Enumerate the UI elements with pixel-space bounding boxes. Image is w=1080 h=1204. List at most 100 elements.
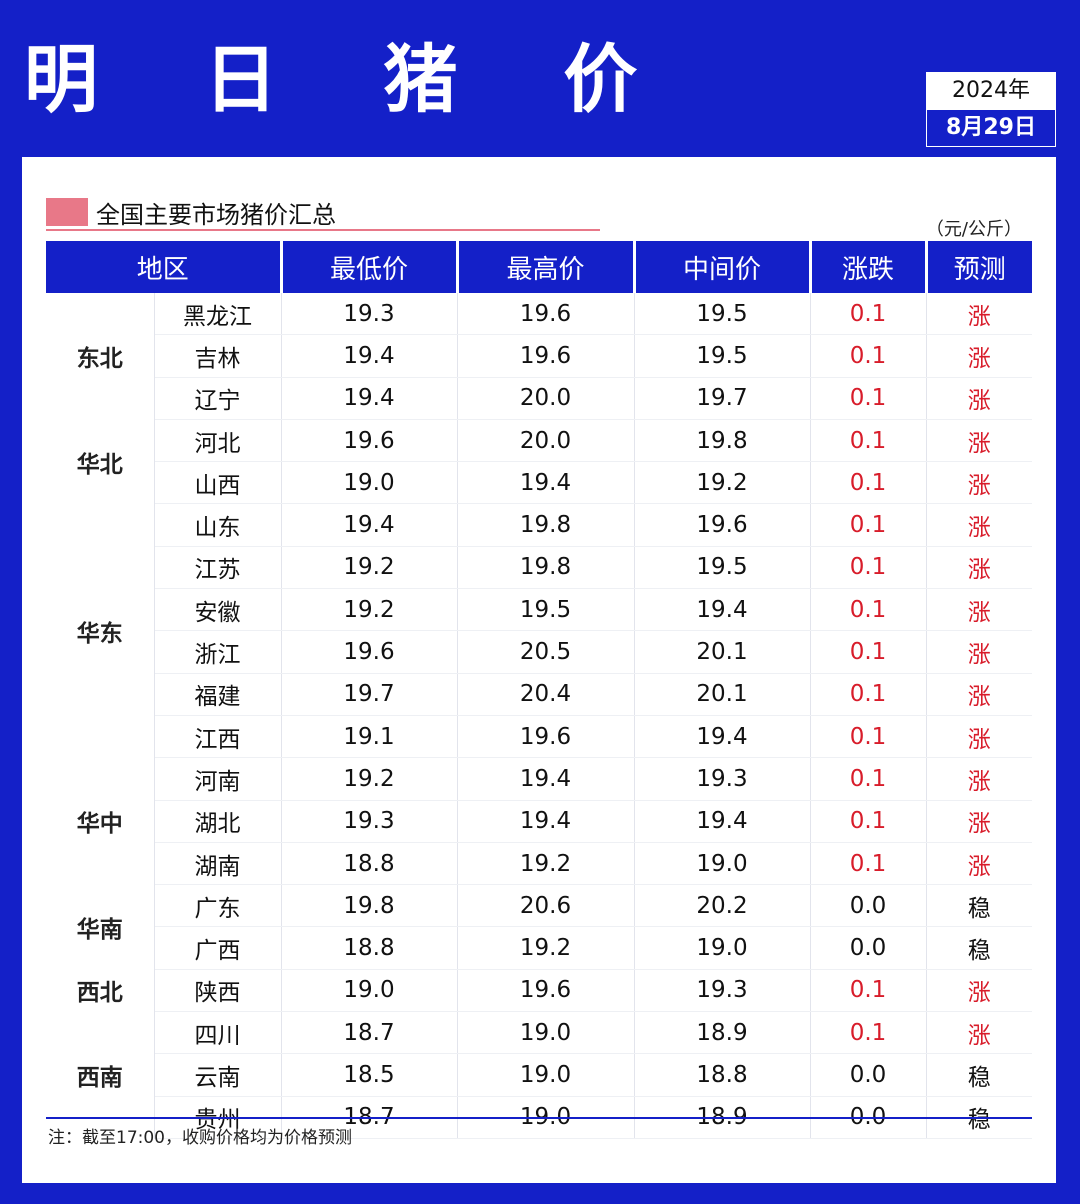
date-year: 2024年 (927, 73, 1055, 109)
change-cell: 0.1 (810, 715, 927, 759)
mid-price-cell: 19.0 (634, 842, 811, 886)
forecast-cell: 稳 (926, 884, 1033, 928)
header-region: 地区 (46, 241, 283, 293)
change-cell: 0.1 (810, 800, 927, 843)
mid-price-cell: 19.4 (634, 800, 811, 843)
low-price-cell: 19.0 (281, 461, 458, 505)
change-cell: 0.0 (810, 1053, 927, 1097)
province-cell: 江西 (154, 715, 282, 759)
low-price-cell: 19.4 (281, 334, 458, 378)
province-cell: 四川 (154, 1011, 282, 1055)
forecast-cell: 涨 (926, 377, 1033, 420)
change-cell: 0.1 (810, 1011, 927, 1055)
low-price-cell: 19.3 (281, 800, 458, 843)
province-cell: 云南 (154, 1053, 282, 1097)
mid-price-cell: 19.4 (634, 588, 811, 632)
table-row: 西南 四川 18.7 19.0 18.9 0.1 涨 (46, 1011, 1033, 1139)
region-cell: 西南 (46, 1011, 155, 1139)
change-cell: 0.1 (810, 546, 927, 590)
high-price-cell: 19.5 (457, 588, 635, 632)
high-price-cell: 19.6 (457, 293, 635, 336)
low-price-cell: 19.2 (281, 757, 458, 801)
mid-price-cell: 19.8 (634, 419, 811, 463)
province-cell: 辽宁 (154, 377, 282, 420)
low-price-cell: 19.3 (281, 293, 458, 336)
region-cell: 华中 (46, 757, 155, 885)
high-price-cell: 19.8 (457, 546, 635, 590)
section-marker (46, 198, 88, 226)
low-price-cell: 19.0 (281, 969, 458, 1013)
mid-price-cell: 19.3 (634, 757, 811, 801)
high-price-cell: 19.2 (457, 842, 635, 886)
low-price-cell: 19.6 (281, 419, 458, 463)
region-cell: 华北 (46, 419, 155, 504)
change-cell: 0.1 (810, 334, 927, 378)
province-cell: 浙江 (154, 630, 282, 674)
table-row: 广西 18.8 19.2 19.0 0.0 稳 (46, 926, 1033, 970)
table-row: 江西 19.1 19.6 19.4 0.1 涨 (46, 715, 1033, 759)
high-price-cell: 19.8 (457, 503, 635, 547)
province-cell: 山东 (154, 503, 282, 547)
change-cell: 0.1 (810, 842, 927, 886)
table-row: 福建 19.7 20.4 20.1 0.1 涨 (46, 673, 1033, 716)
change-cell: 0.1 (810, 461, 927, 505)
table-row: 华中 河南 19.2 19.4 19.3 0.1 涨 (46, 757, 1033, 885)
mid-price-cell: 19.5 (634, 334, 811, 378)
forecast-cell: 涨 (926, 757, 1033, 801)
region-cell: 西北 (46, 969, 155, 1012)
mid-price-cell: 19.2 (634, 461, 811, 505)
province-cell: 山西 (154, 461, 282, 505)
table-row: 浙江 19.6 20.5 20.1 0.1 涨 (46, 630, 1033, 674)
forecast-cell: 涨 (926, 1011, 1033, 1055)
mid-price-cell: 19.3 (634, 969, 811, 1013)
header-mid: 中间价 (634, 241, 812, 293)
province-cell: 福建 (154, 673, 282, 716)
forecast-cell: 涨 (926, 800, 1033, 843)
forecast-cell: 涨 (926, 715, 1033, 759)
mid-price-cell: 19.5 (634, 546, 811, 590)
mid-price-cell: 20.1 (634, 630, 811, 674)
low-price-cell: 19.7 (281, 673, 458, 716)
high-price-cell: 19.2 (457, 926, 635, 970)
high-price-cell: 19.4 (457, 800, 635, 843)
section-heading: 全国主要市场猪价汇总 (46, 195, 336, 229)
forecast-cell: 涨 (926, 461, 1033, 505)
forecast-cell: 涨 (926, 503, 1033, 547)
table-row: 东北 黑龙江 19.3 19.6 19.5 0.1 涨 (46, 293, 1033, 420)
price-card: 全国主要市场猪价汇总 （元/公斤） 地区 最低价 最高价 中间价 涨跌 预测 东… (22, 157, 1056, 1183)
table-row: 华南 广东 19.8 20.6 20.2 0.0 稳 (46, 884, 1033, 970)
high-price-cell: 19.6 (457, 334, 635, 378)
table-row: 辽宁 19.4 20.0 19.7 0.1 涨 (46, 377, 1033, 420)
high-price-cell: 19.4 (457, 461, 635, 505)
table-bottom-rule (46, 1117, 1032, 1119)
change-cell: 0.1 (810, 969, 927, 1013)
mid-price-cell: 18.9 (634, 1011, 811, 1055)
region-cell: 东北 (46, 293, 155, 420)
low-price-cell: 19.4 (281, 503, 458, 547)
header-high: 最高价 (457, 241, 636, 293)
table-row: 湖北 19.3 19.4 19.4 0.1 涨 (46, 800, 1033, 843)
change-cell: 0.0 (810, 926, 927, 970)
header-change: 涨跌 (810, 241, 928, 293)
province-cell: 吉林 (154, 334, 282, 378)
mid-price-cell: 19.5 (634, 293, 811, 336)
header-low: 最低价 (281, 241, 459, 293)
change-cell: 0.1 (810, 673, 927, 716)
price-table: 地区 最低价 最高价 中间价 涨跌 预测 东北 黑龙江 19.3 19.6 19.5 0.… (46, 241, 1033, 1139)
low-price-cell: 19.6 (281, 630, 458, 674)
section-title: 全国主要市场猪价汇总 (96, 200, 336, 229)
table-body: 东北 黑龙江 19.3 19.6 19.5 0.1 涨吉林 19.4 19.6 19.5 0.1 涨辽… (46, 293, 1033, 1139)
forecast-cell: 涨 (926, 588, 1033, 632)
table-row: 西北 陕西 19.0 19.6 19.3 0.1 涨 (46, 969, 1033, 1013)
forecast-cell: 稳 (926, 926, 1033, 970)
province-cell: 河南 (154, 757, 282, 801)
high-price-cell: 20.5 (457, 630, 635, 674)
high-price-cell: 19.4 (457, 757, 635, 801)
table-row: 云南 18.5 19.0 18.8 0.0 稳 (46, 1053, 1033, 1097)
forecast-cell: 涨 (926, 334, 1033, 378)
low-price-cell: 18.8 (281, 926, 458, 970)
change-cell: 0.1 (810, 377, 927, 420)
high-price-cell: 19.0 (457, 1011, 635, 1055)
forecast-cell: 涨 (926, 546, 1033, 590)
province-cell: 湖北 (154, 800, 282, 843)
